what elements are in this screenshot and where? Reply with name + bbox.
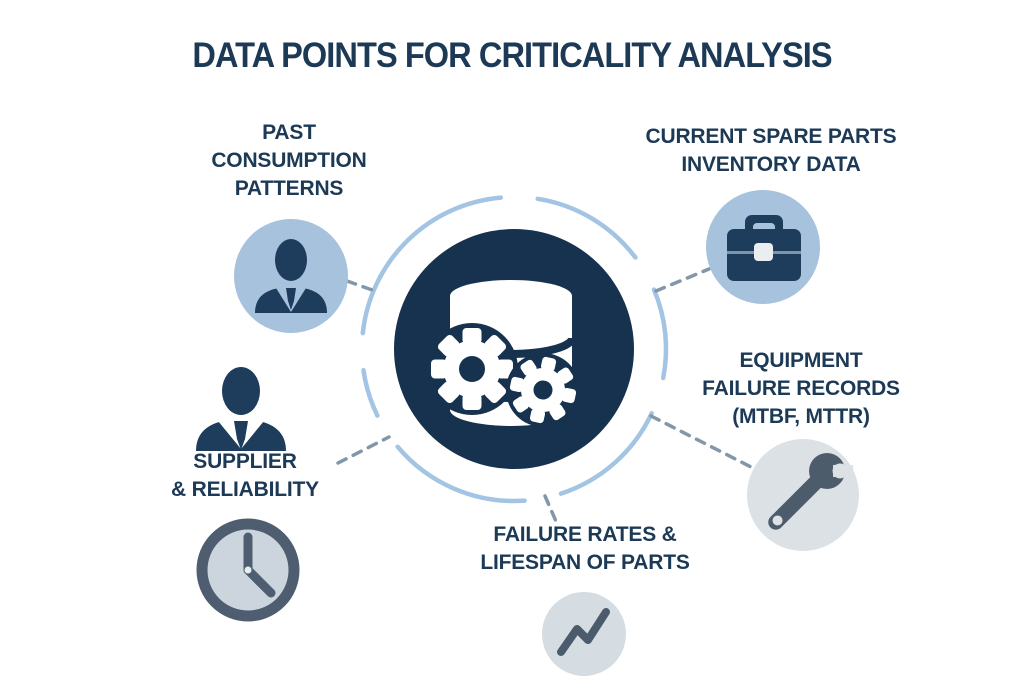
connector-failure-rates xyxy=(543,494,560,528)
gear-icon xyxy=(431,328,513,410)
gear-icon-small xyxy=(509,356,577,424)
clock-icon xyxy=(196,518,300,622)
past-consumption-badge xyxy=(234,219,348,333)
connector-past-consumption xyxy=(345,279,377,293)
wrench-icon xyxy=(768,452,854,530)
connector-supplier xyxy=(336,435,391,465)
database-gears-icon xyxy=(426,280,580,427)
label-past-consumption-patterns: PAST CONSUMPTION PATTERNS xyxy=(211,121,367,200)
dashed-connectors xyxy=(336,267,755,528)
label-supplier-reliability: SUPPLIER & RELIABILITY xyxy=(171,450,319,501)
supplier-user-icon xyxy=(196,367,286,451)
connector-spare-parts xyxy=(654,267,711,293)
label-current-spare-parts-inventory: CURRENT SPARE PARTS INVENTORY DATA xyxy=(645,125,897,176)
hub-ring xyxy=(360,195,669,504)
label-equipment-failure-records: EQUIPMENT FAILURE RECORDS (MTBF, MTTR) xyxy=(702,349,900,428)
failure-rates-badge xyxy=(542,592,626,676)
equipment-failure-badge xyxy=(747,439,859,551)
connector-equipment-failure xyxy=(649,414,755,470)
central-hub xyxy=(394,229,634,469)
user-icon xyxy=(255,239,327,313)
spare-parts-badge xyxy=(706,190,820,304)
briefcase-icon xyxy=(727,215,801,281)
trend-line-icon xyxy=(557,608,610,656)
label-failure-rates-lifespan: FAILURE RATES & LIFESPAN OF PARTS xyxy=(480,523,690,574)
page-title: DATA POINTS FOR CRITICALITY ANALYSIS xyxy=(192,36,832,75)
